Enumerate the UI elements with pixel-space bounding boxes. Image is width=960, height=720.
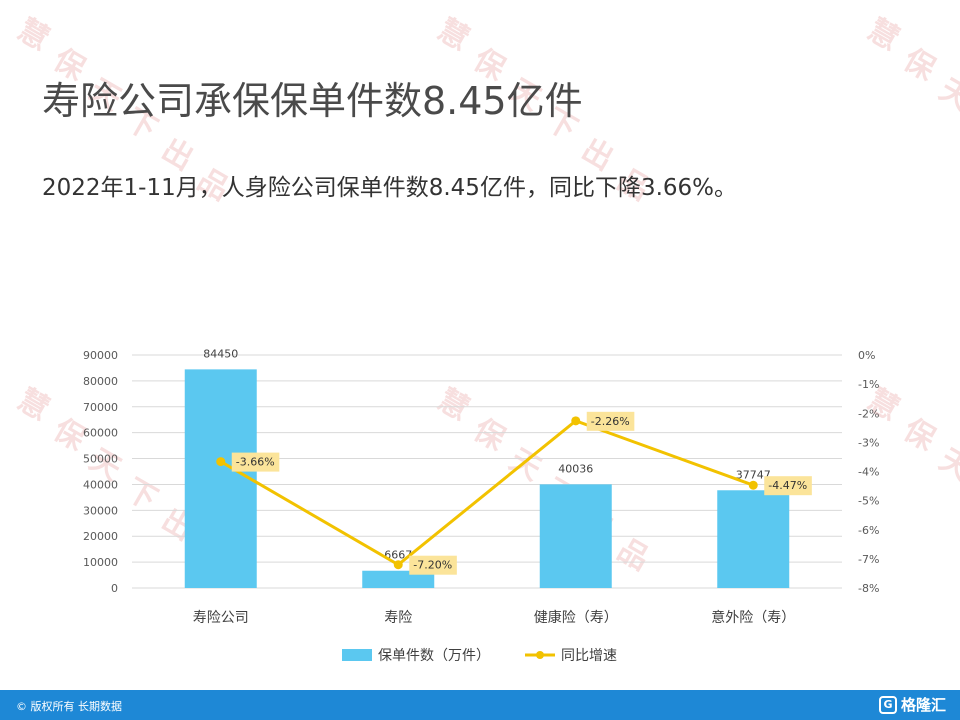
line-value-label: -3.66%: [236, 456, 275, 469]
bar: [362, 570, 435, 588]
line-value-label: -7.20%: [413, 559, 452, 572]
line-point: [748, 480, 758, 490]
right-axis-tick: -4%: [858, 466, 879, 479]
right-axis-tick: -5%: [858, 495, 879, 508]
watermark-char: 慧: [431, 12, 475, 58]
bar: [539, 484, 612, 588]
left-axis-tick: 30000: [83, 504, 118, 517]
bar: [717, 490, 790, 588]
right-axis-tick: 0%: [858, 349, 875, 362]
right-axis-tick: -6%: [858, 524, 879, 537]
line-point: [216, 457, 226, 467]
left-axis-tick: 80000: [83, 375, 118, 388]
brand-logo: G 格隆汇: [878, 694, 946, 715]
right-axis-tick: -8%: [858, 582, 879, 595]
page-subtitle: 2022年1-11月，人身险公司保单件数8.45亿件，同比下降3.66%。: [42, 175, 738, 201]
left-axis-tick: 10000: [83, 556, 118, 569]
line-value-label: -2.26%: [591, 415, 630, 428]
line-point: [393, 560, 403, 570]
left-axis-tick: 90000: [83, 349, 118, 362]
x-axis-tick: 寿险: [384, 609, 412, 626]
bar-value-label: 40036: [558, 462, 593, 475]
watermark-char: 保: [897, 42, 941, 88]
line-label-bg: [764, 476, 812, 496]
left-axis-tick: 0: [111, 582, 118, 595]
legend-label: 保单件数（万件）: [378, 648, 490, 664]
right-axis-tick: -2%: [858, 407, 879, 420]
x-axis-tick: 健康险（寿）: [534, 609, 618, 626]
watermark-char: 慧: [861, 12, 905, 58]
x-axis-tick: 寿险公司: [193, 609, 249, 626]
copyright-text: © 版权所有 长期数据: [16, 700, 122, 713]
line-point: [571, 416, 581, 426]
legend-marker: [536, 651, 544, 659]
page-title: 寿险公司承保保单件数8.45亿件: [42, 79, 583, 123]
bar-value-label: 84450: [203, 347, 238, 360]
x-axis-tick: 意外险（寿）: [711, 609, 795, 626]
left-axis-tick: 50000: [83, 453, 118, 466]
legend-swatch-bar: [342, 649, 372, 661]
brand-icon: G: [878, 695, 897, 714]
footer-bar: © 版权所有 长期数据 G 格隆汇: [0, 690, 960, 720]
left-axis-tick: 20000: [83, 530, 118, 543]
line-label-bg: [231, 452, 280, 472]
line-value-label: -4.47%: [768, 479, 807, 492]
combo-chart: 0 10000 20000 30000 40000 50000 60000 70000 8000…: [83, 347, 879, 664]
line-label-bg: [586, 411, 635, 431]
line-label-bg: [409, 555, 457, 575]
left-axis-tick: 60000: [83, 427, 118, 440]
watermark-char: 天: [933, 72, 960, 118]
right-axis-tick: -7%: [858, 553, 879, 566]
brand-name: 格隆汇: [900, 696, 946, 714]
left-axis-tick: 70000: [83, 401, 118, 414]
watermark-char: 慧: [11, 12, 55, 58]
right-axis-tick: -3%: [858, 436, 879, 449]
series-line: [219, 419, 754, 567]
bar-value-label: 37747: [736, 468, 771, 481]
legend-label: 同比增速: [561, 648, 617, 664]
left-axis-tick: 40000: [83, 478, 118, 491]
bar: [184, 369, 257, 588]
right-axis-tick: -1%: [858, 378, 879, 391]
